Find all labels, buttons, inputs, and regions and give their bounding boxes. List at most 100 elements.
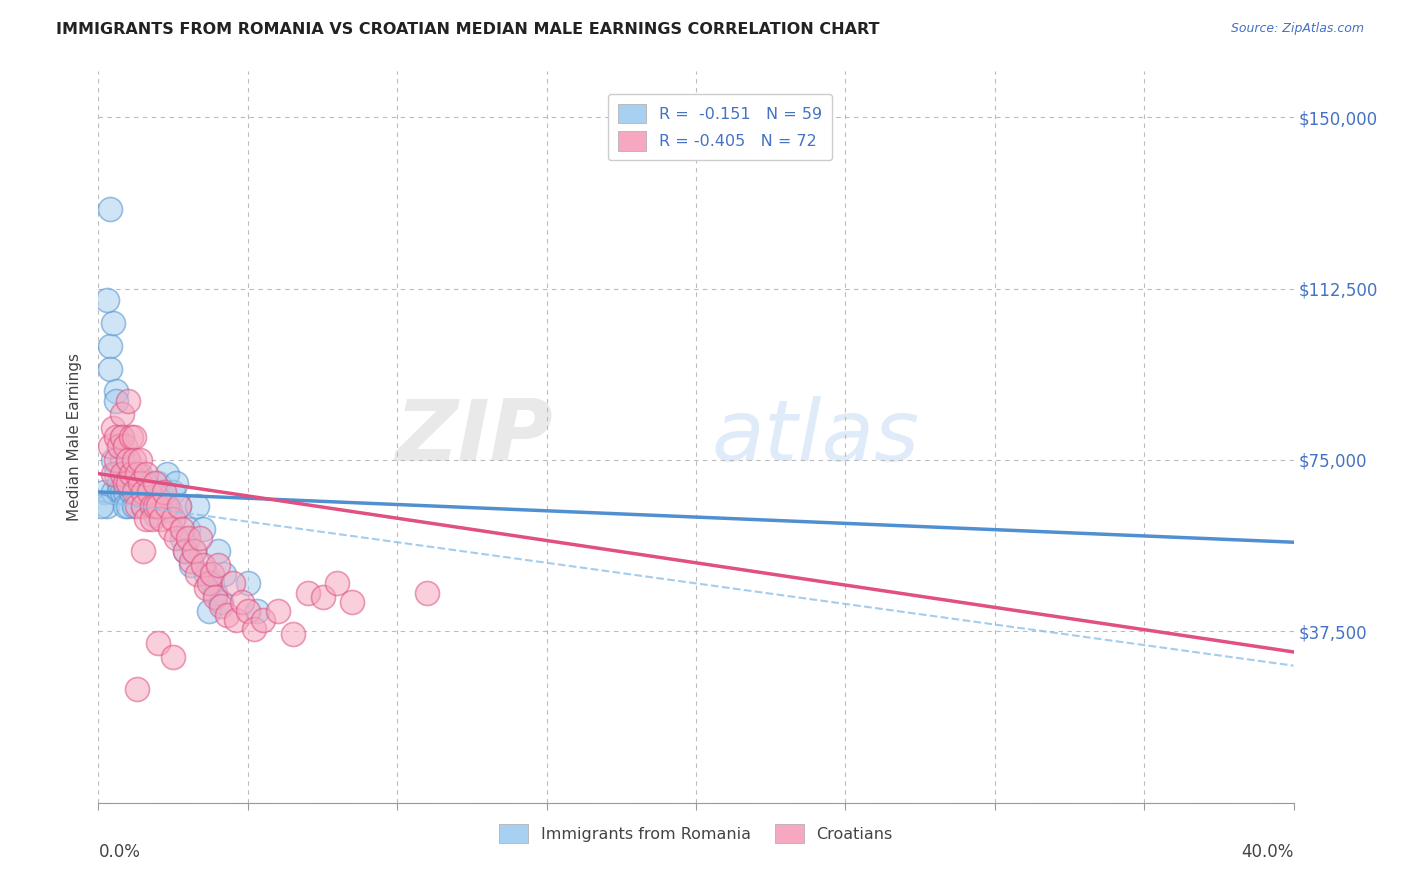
- Point: [204, 590, 226, 604]
- Point: [114, 484, 136, 499]
- Point: [105, 393, 128, 408]
- Point: [90, 499, 112, 513]
- Point: [156, 499, 179, 513]
- Point: [186, 567, 208, 582]
- Point: [195, 581, 218, 595]
- Point: [98, 361, 122, 376]
- Point: [135, 475, 157, 490]
- Point: [120, 430, 142, 444]
- Point: [124, 475, 146, 490]
- Point: [143, 475, 166, 490]
- Point: [174, 544, 197, 558]
- Point: [167, 499, 190, 513]
- Point: [98, 202, 122, 216]
- Point: [207, 558, 229, 573]
- Point: [103, 484, 125, 499]
- Point: [105, 453, 128, 467]
- Point: [342, 594, 364, 608]
- Point: [162, 512, 184, 526]
- Point: [120, 484, 142, 499]
- Point: [311, 590, 333, 604]
- Point: [98, 338, 122, 352]
- Point: [177, 521, 200, 535]
- Point: [111, 484, 134, 499]
- Point: [180, 553, 202, 567]
- Point: [108, 475, 131, 490]
- Point: [96, 499, 118, 513]
- Point: [124, 453, 146, 467]
- Point: [156, 467, 179, 481]
- Point: [124, 430, 146, 444]
- Point: [98, 439, 122, 453]
- Point: [117, 453, 139, 467]
- Point: [117, 475, 139, 490]
- Point: [124, 499, 146, 513]
- Point: [188, 531, 211, 545]
- Point: [162, 649, 184, 664]
- Point: [236, 604, 259, 618]
- Point: [132, 544, 155, 558]
- Point: [103, 316, 125, 330]
- Point: [132, 484, 155, 499]
- Point: [236, 576, 259, 591]
- Point: [103, 467, 125, 481]
- Point: [183, 544, 205, 558]
- Point: [215, 608, 238, 623]
- Point: [117, 499, 139, 513]
- Point: [141, 499, 163, 513]
- Point: [198, 576, 221, 591]
- Point: [186, 499, 208, 513]
- Point: [174, 544, 197, 558]
- Point: [212, 567, 235, 582]
- Point: [96, 293, 118, 307]
- Point: [114, 499, 136, 513]
- Point: [111, 430, 134, 444]
- Point: [105, 430, 128, 444]
- Point: [114, 475, 136, 490]
- Point: [222, 576, 245, 591]
- Y-axis label: Median Male Earnings: Median Male Earnings: [67, 353, 83, 521]
- Point: [103, 453, 125, 467]
- Point: [93, 484, 115, 499]
- Point: [267, 604, 290, 618]
- Point: [127, 499, 149, 513]
- Point: [150, 512, 173, 526]
- Point: [159, 503, 181, 517]
- Point: [127, 681, 149, 696]
- Point: [246, 604, 269, 618]
- Point: [135, 512, 157, 526]
- Point: [177, 531, 200, 545]
- Point: [225, 613, 247, 627]
- Text: atlas: atlas: [711, 395, 920, 479]
- Point: [209, 594, 232, 608]
- Point: [129, 467, 152, 481]
- Point: [141, 512, 163, 526]
- Point: [132, 499, 155, 513]
- Point: [201, 576, 224, 591]
- Point: [138, 484, 160, 499]
- Point: [138, 484, 160, 499]
- Point: [111, 453, 134, 467]
- Point: [159, 521, 181, 535]
- Point: [252, 613, 274, 627]
- Point: [150, 484, 173, 499]
- Point: [108, 484, 131, 499]
- Point: [120, 467, 142, 481]
- Point: [105, 384, 128, 399]
- Point: [180, 558, 202, 573]
- Point: [172, 531, 194, 545]
- Point: [183, 544, 205, 558]
- Point: [231, 594, 253, 608]
- Text: 0.0%: 0.0%: [98, 843, 141, 861]
- Point: [124, 484, 146, 499]
- Legend: Immigrants from Romania, Croatians: Immigrants from Romania, Croatians: [494, 817, 898, 850]
- Point: [207, 544, 229, 558]
- Point: [117, 393, 139, 408]
- Point: [129, 453, 152, 467]
- Point: [143, 499, 166, 513]
- Point: [132, 499, 155, 513]
- Point: [117, 453, 139, 467]
- Point: [204, 585, 226, 599]
- Point: [135, 467, 157, 481]
- Point: [129, 475, 152, 490]
